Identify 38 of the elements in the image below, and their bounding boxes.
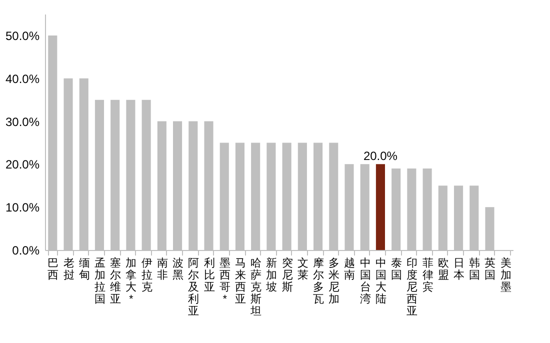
x-tick-label: 印度尼西亚 <box>406 256 418 318</box>
x-tick-label: 文莱 <box>297 256 308 282</box>
x-tick-label: 越南 <box>344 256 356 282</box>
x-tick-label: 马来西亚 <box>234 258 246 306</box>
x-tick-label: 日本 <box>454 258 465 282</box>
y-tick-label: 10.0% <box>5 200 40 215</box>
x-tick-label: 欧盟 <box>438 258 449 282</box>
x-tick-label: 摩尔多瓦 <box>313 256 324 306</box>
x-tick-label: 泰国 <box>391 258 402 282</box>
x-tick-label: 英国 <box>484 256 496 282</box>
x-tick-label: 老挝 <box>63 256 74 282</box>
x-tick-label: 中国大陆 <box>375 256 386 306</box>
x-tick-label: 南非 <box>156 256 168 282</box>
x-tick-label: 缅甸 <box>78 258 90 282</box>
x-tick-label: 塞尔维亚 <box>110 256 122 306</box>
y-tick-label: 0.0% <box>12 244 40 258</box>
x-tick-label: 加拿大* <box>126 256 137 306</box>
x-tick-label: 多米尼加 <box>328 258 340 306</box>
x-tick-label: 哈萨克斯坦 <box>250 258 262 318</box>
x-tick-label: 巴西 <box>48 258 59 282</box>
x-tick-label: 孟加拉国 <box>94 258 106 306</box>
x-tick-label: 伊拉克 <box>141 258 152 294</box>
x-tick-label: 墨西哥* <box>219 258 230 306</box>
x-tick-label: 美加墨 <box>500 256 512 294</box>
x-tick-label: 韩国 <box>469 256 480 282</box>
x-tick-label: 菲律宾 <box>422 256 434 294</box>
x-tick-label: 阿尔及利亚 <box>188 258 200 318</box>
data-label: 20.0% <box>363 149 398 164</box>
y-tick-label: 40.0% <box>5 72 40 86</box>
x-tick-label: 利比亚 <box>204 256 215 294</box>
x-tick-label: 新加坡 <box>265 256 278 294</box>
x-tick-label: 中国台湾 <box>360 256 371 306</box>
x-tick-label: 突尼斯 <box>282 256 293 294</box>
y-tick-label: 30.0% <box>5 114 40 129</box>
x-tick-label: 波黑 <box>172 256 184 282</box>
bar <box>376 164 385 250</box>
y-tick-label: 20.0% <box>5 158 40 172</box>
y-tick-label: 50.0% <box>5 28 40 43</box>
